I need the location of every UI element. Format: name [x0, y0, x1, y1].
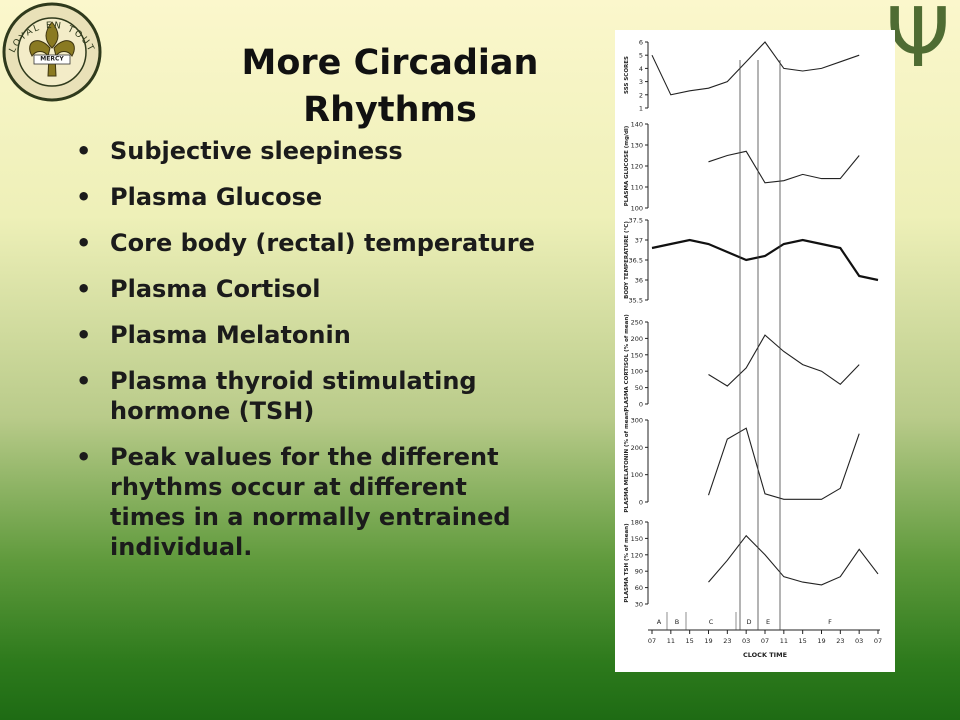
y-tick-label: 90: [635, 568, 643, 576]
bullet: Subjective sleepiness: [70, 136, 540, 166]
y-tick-label: 110: [631, 184, 643, 192]
y-tick-label: 4: [639, 65, 643, 73]
y-tick-label: 5: [639, 52, 643, 60]
period-label: F: [828, 618, 832, 626]
y-tick-label: 300: [631, 417, 643, 425]
y-tick-label: 100: [631, 368, 643, 376]
y-tick-label: 1: [639, 105, 643, 113]
y-tick-label: 120: [631, 551, 643, 559]
x-tick-label: 15: [799, 637, 807, 645]
y-tick-label: 2: [639, 91, 643, 99]
y-axis-label: PLASMA TSH (% of mean): [624, 523, 630, 603]
period-label: C: [709, 618, 714, 626]
data-line: [708, 334, 860, 387]
period-label: B: [675, 618, 679, 626]
y-axis-label: BODY TEMPERATURE (°C): [624, 221, 630, 299]
x-tick-label: 07: [761, 637, 769, 645]
y-axis-label: PLASMA CORTISOL (% of mean): [624, 314, 630, 412]
data-line: [651, 41, 860, 96]
y-tick-label: 50: [635, 384, 643, 392]
bullet: Plasma Glucose: [70, 182, 540, 212]
y-tick-label: 100: [631, 205, 643, 213]
logo-banner: MERCY: [40, 56, 64, 63]
y-tick-label: 36: [635, 277, 643, 285]
data-line: [708, 150, 860, 184]
y-axis-label: PLASMA MELATONIN (% of mean): [624, 409, 630, 513]
bullet: Plasma Cortisol: [70, 274, 540, 304]
logo: MERCY LOYAL EN TOUT: [2, 2, 102, 102]
logo-banner-box: [33, 54, 71, 65]
y-tick-label: 35.5: [629, 297, 643, 305]
x-tick-label: 03: [742, 637, 750, 645]
x-tick-label: 03: [855, 637, 863, 645]
bullet: Peak values for the different rhythms oc…: [70, 442, 540, 562]
x-axis-label: CLOCK TIME: [743, 651, 787, 659]
y-tick-label: 60: [635, 584, 643, 592]
fleur-de-lis: [29, 21, 75, 77]
y-axis-label: SSS SCORES: [624, 56, 630, 94]
psi-symbol: Ψ: [886, 0, 951, 86]
y-tick-label: 200: [631, 335, 643, 343]
y-tick-label: 150: [631, 535, 643, 543]
y-tick-label: 0: [639, 499, 643, 507]
y-tick-label: 30: [635, 601, 643, 609]
period-label: A: [657, 618, 662, 626]
y-tick-label: 6: [639, 39, 643, 47]
bullet-list: Subjective sleepiness Plasma Glucose Core …: [70, 136, 540, 578]
y-tick-label: 100: [631, 471, 643, 479]
data-line: [651, 238, 879, 282]
y-tick-label: 120: [631, 163, 643, 171]
y-tick-label: 180: [631, 519, 643, 527]
x-tick-label: 11: [667, 637, 675, 645]
y-tick-label: 37: [635, 237, 643, 245]
slide-title: More Circadian Rhythms: [241, 43, 539, 130]
data-line: [707, 427, 860, 500]
x-tick-label: 07: [648, 637, 656, 645]
figure-background: [615, 30, 895, 672]
bullet: Core body (rectal) temperature: [70, 228, 540, 258]
y-tick-label: 36.5: [629, 257, 643, 265]
x-tick-label: 19: [817, 637, 825, 645]
x-tick-label: 23: [723, 637, 731, 645]
y-tick-label: 200: [631, 444, 643, 452]
y-tick-label: 140: [631, 121, 643, 129]
y-axis-label: PLASMA GLUCOSE (mg/dl): [624, 125, 630, 206]
y-tick-label: 130: [631, 142, 643, 150]
period-label: E: [766, 618, 770, 626]
bullet: Plasma thyroid stimulating hormone (TSH): [70, 366, 540, 426]
x-tick-label: 15: [686, 637, 694, 645]
y-tick-label: 0: [639, 401, 643, 409]
y-tick-label: 250: [631, 319, 643, 327]
data-line: [708, 534, 879, 586]
y-tick-label: 37.5: [629, 217, 643, 225]
x-tick-label: 11: [780, 637, 788, 645]
y-tick-label: 3: [639, 78, 643, 86]
x-tick-label: 19: [704, 637, 712, 645]
x-tick-label: 07: [874, 637, 882, 645]
logo-inner: [17, 17, 87, 87]
x-tick-label: 23: [836, 637, 844, 645]
bullet: Plasma Melatonin: [70, 320, 540, 350]
y-tick-label: 150: [631, 351, 643, 359]
period-label: D: [746, 618, 751, 626]
